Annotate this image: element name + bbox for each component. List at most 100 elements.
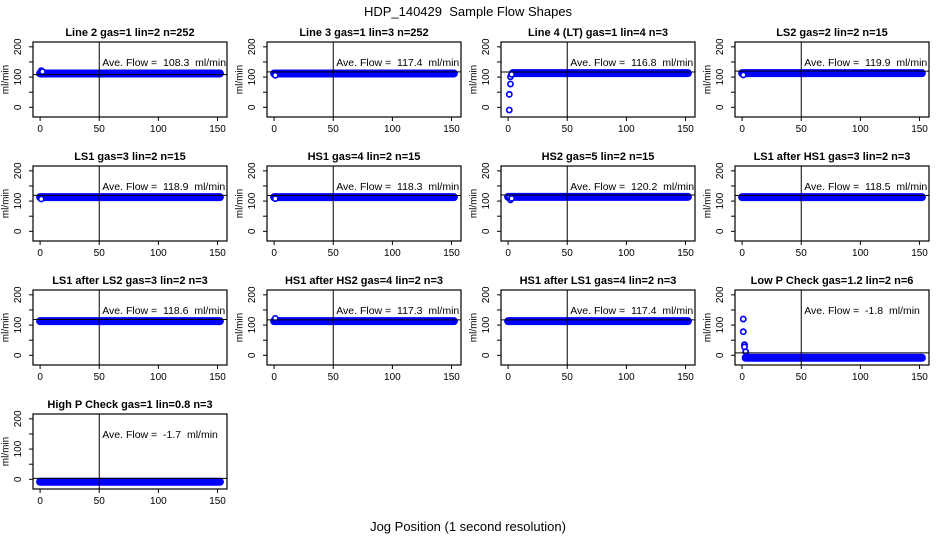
x-tick-label: 50 xyxy=(328,372,340,383)
y-tick-label: 200 xyxy=(13,410,24,427)
plot-frame xyxy=(500,165,696,242)
x-tick-label: 50 xyxy=(562,124,574,135)
empty-cell xyxy=(468,394,702,518)
subplot-chart: LS1 after HS1 gas=3 lin=2 n=3 0 50 100 150 0 1… xyxy=(703,151,930,259)
subplot-cell: HS1 gas=4 lin=2 n=15 0 50 100 150 0 100 200 ml/m… xyxy=(234,146,468,270)
x-tick-label: 0 xyxy=(271,124,277,135)
x-tick-label: 0 xyxy=(271,248,277,259)
subplot-chart: HS1 gas=4 lin=2 n=15 0 50 100 150 0 100 200ml/m… xyxy=(235,151,462,259)
subplot-title: HS1 gas=4 lin=2 n=15 xyxy=(308,151,421,163)
y-tick-label: 200 xyxy=(481,286,492,303)
subplot-chart: HS2 gas=5 lin=2 n=15 0 50 100 150 0 100 200ml/m… xyxy=(469,151,696,259)
x-tick-label: 0 xyxy=(37,248,43,259)
subplot-chart: HS1 after LS1 gas=4 lin=2 n=3 0 50 100 150 0 1… xyxy=(469,275,696,383)
plot-frame xyxy=(734,41,930,118)
x-tick-label: 100 xyxy=(384,124,401,135)
x-tick-label: 100 xyxy=(150,496,167,507)
x-tick-label: 150 xyxy=(209,496,226,507)
subplot-chart: LS1 gas=3 lin=2 n=15 0 50 100 150 0 100 200ml/m… xyxy=(1,151,228,259)
x-tick-label: 50 xyxy=(94,372,106,383)
plot-frame xyxy=(500,41,696,118)
y-tick-label: 200 xyxy=(247,286,258,303)
subplot-chart: Low P Check gas=1.2 lin=2 n=6 0 50 100 150 0 1… xyxy=(703,275,930,383)
x-tick-label: 50 xyxy=(94,124,106,135)
subplot-cell: LS1 after LS2 gas=3 lin=2 n=3 0 50 100 150 0 1… xyxy=(0,270,234,394)
average-flow-label: Ave. Flow = -1.7 ml/min xyxy=(102,429,218,441)
x-tick-label: 100 xyxy=(618,124,635,135)
data-point xyxy=(508,70,516,78)
y-tick-label: 0 xyxy=(13,476,24,482)
y-tick-label: 200 xyxy=(481,162,492,179)
subplot-chart: LS1 after LS2 gas=3 lin=2 n=3 0 50 100 150 0 1… xyxy=(1,275,228,383)
x-tick-label: 100 xyxy=(384,248,401,259)
y-axis-unit-label: ml/min xyxy=(235,65,246,94)
y-tick-label: 0 xyxy=(13,352,24,358)
plot-frame xyxy=(266,41,462,118)
x-tick-label: 50 xyxy=(328,124,340,135)
average-flow-label: Ave. Flow = -1.8 ml/min xyxy=(804,305,920,317)
x-tick-label: 150 xyxy=(677,372,694,383)
x-tick-label: 50 xyxy=(796,248,808,259)
y-tick-label: 0 xyxy=(247,228,258,234)
x-tick-label: 150 xyxy=(209,372,226,383)
y-tick-label: 200 xyxy=(247,162,258,179)
subplot-cell: HS2 gas=5 lin=2 n=15 0 50 100 150 0 100 200 ml/m… xyxy=(468,146,702,270)
data-point xyxy=(739,328,747,336)
x-tick-label: 100 xyxy=(618,372,635,383)
x-tick-label: 0 xyxy=(37,496,43,507)
x-tick-label: 50 xyxy=(562,248,574,259)
y-tick-label: 0 xyxy=(481,352,492,358)
empty-cell xyxy=(702,394,936,518)
y-tick-label: 0 xyxy=(715,228,726,234)
x-tick-label: 100 xyxy=(384,372,401,383)
plot-frame xyxy=(266,165,462,242)
y-tick-label: 200 xyxy=(13,162,24,179)
y-tick-label: 100 xyxy=(481,68,492,85)
subplot-title: Line 3 gas=1 lin=3 n=252 xyxy=(299,27,428,39)
subplot-cell: HS1 after LS1 gas=4 lin=2 n=3 0 50 100 150 0 1… xyxy=(468,270,702,394)
average-flow-label: Ave. Flow = 117.4 ml/min xyxy=(570,305,693,317)
y-tick-label: 100 xyxy=(715,68,726,85)
x-tick-label: 100 xyxy=(150,372,167,383)
x-axis-label: Jog Position (1 second resolution) xyxy=(370,519,566,534)
empty-cell xyxy=(234,394,468,518)
x-tick-label: 0 xyxy=(271,372,277,383)
average-flow-label: Ave. Flow = 120.2 ml/min xyxy=(570,181,694,193)
data-point xyxy=(505,106,513,114)
y-axis-unit-label: ml/min xyxy=(469,65,480,94)
y-tick-label: 100 xyxy=(481,192,492,209)
plot-frame xyxy=(32,165,228,242)
subplot-title: Line 2 gas=1 lin=2 n=252 xyxy=(65,27,194,39)
x-tick-label: 100 xyxy=(852,248,869,259)
x-tick-label: 0 xyxy=(505,248,511,259)
data-point xyxy=(507,80,514,88)
plots-grid: Line 2 gas=1 lin=2 n=252 0 50 100 150 0 100 200… xyxy=(0,22,936,518)
data-point xyxy=(37,195,45,203)
plot-frame xyxy=(32,289,228,366)
x-tick-label: 150 xyxy=(677,124,694,135)
data-point xyxy=(739,315,747,323)
data-point xyxy=(271,71,279,79)
y-tick-label: 0 xyxy=(247,352,258,358)
subplot-cell: Line 4 (LT) gas=1 lin=4 n=3 0 50 100 150 0 100… xyxy=(468,22,702,146)
data-point xyxy=(739,71,747,79)
subplot-title: LS1 after HS1 gas=3 lin=2 n=3 xyxy=(754,151,911,163)
y-tick-label: 200 xyxy=(715,286,726,303)
subplot-title: LS2 gas=2 lin=2 n=15 xyxy=(776,27,888,39)
y-tick-label: 200 xyxy=(715,162,726,179)
x-tick-label: 100 xyxy=(150,124,167,135)
y-tick-label: 100 xyxy=(715,192,726,209)
y-tick-label: 0 xyxy=(13,228,24,234)
data-point xyxy=(508,194,516,202)
data-point xyxy=(39,68,46,76)
subplot-cell: High P Check gas=1 lin=0.8 n=3 0 50 100 150 0… xyxy=(0,394,234,518)
x-tick-label: 0 xyxy=(739,124,745,135)
subplot-title: HS1 after HS2 gas=4 lin=2 n=3 xyxy=(285,275,443,287)
average-flow-label: Ave. Flow = 116.8 ml/min xyxy=(570,57,693,69)
plot-frame xyxy=(500,289,696,366)
x-tick-label: 50 xyxy=(328,248,340,259)
plot-frame xyxy=(734,165,930,242)
subplot-chart: Line 3 gas=1 lin=3 n=252 0 50 100 150 0 100 200… xyxy=(235,27,462,135)
x-tick-label: 150 xyxy=(911,372,928,383)
